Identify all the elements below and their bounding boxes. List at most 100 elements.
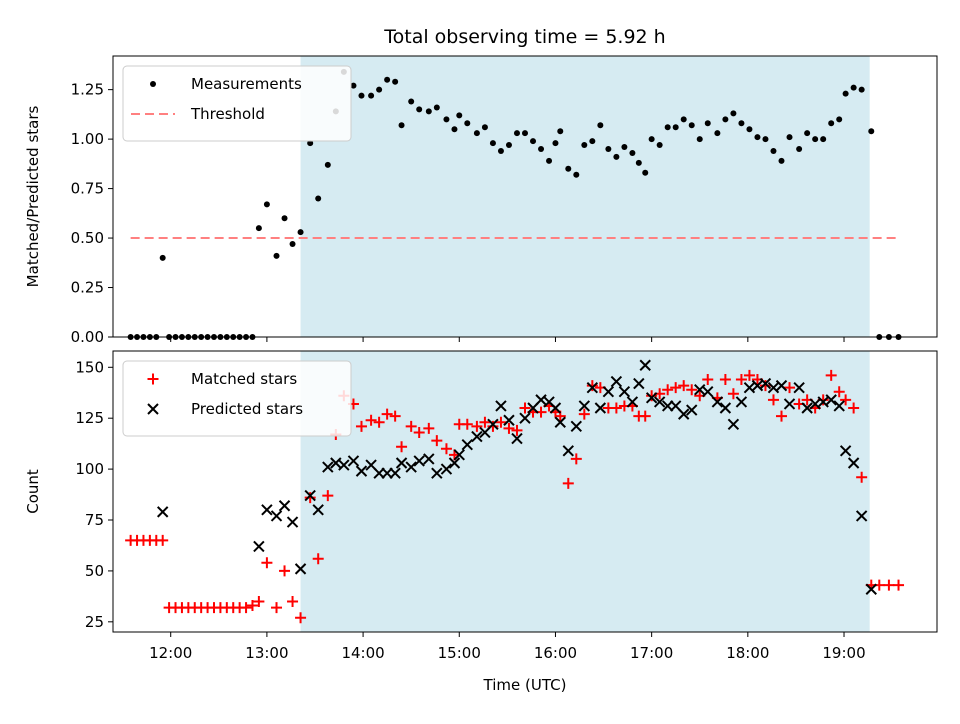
predicted-star-point [610, 375, 623, 388]
matched-star-point [389, 410, 401, 422]
measurement-point [664, 124, 671, 131]
y-tick-label: 100 [75, 460, 104, 478]
observing-window-band [300, 351, 870, 632]
predicted-star-point [423, 453, 435, 465]
measurement-point [530, 138, 537, 145]
measurement-point [546, 157, 553, 164]
legend-marker-measurements [150, 81, 156, 87]
measurement-point [722, 116, 729, 123]
measurement-point [828, 120, 835, 127]
predicted-star-point [775, 379, 788, 392]
predicted-star-point [570, 420, 583, 433]
measurement-point [778, 157, 785, 164]
predicted-star-point [431, 467, 443, 479]
predicted-star-point [735, 396, 748, 408]
measurement-point [680, 116, 687, 123]
predicted-star-point [471, 430, 483, 443]
measurement-point [842, 90, 849, 97]
measurement-point [696, 136, 703, 143]
predicted-star-point [719, 402, 732, 414]
legend-marker-matched [147, 373, 159, 385]
measurement-point [820, 136, 827, 143]
legend-label: Matched stars [191, 370, 297, 388]
measurement-point [273, 252, 280, 259]
predicted-star-point [639, 359, 651, 371]
measurement-point [605, 146, 612, 153]
predicted-star-point [793, 381, 805, 394]
predicted-star-point [405, 461, 417, 473]
predicted-star-point [461, 438, 473, 451]
matched-star-point [322, 490, 334, 502]
measurement-point [159, 254, 166, 261]
predicted-star-point [833, 400, 845, 412]
predicted-star-point [817, 396, 829, 408]
measurement-point [672, 124, 679, 131]
predicted-star-point [645, 392, 658, 404]
legend: Matched stars Predicted stars [122, 360, 352, 437]
matched-star-point [670, 382, 682, 394]
measurement-point [263, 201, 270, 208]
count-panel: 25 50 75 100 125 150 12:00 13:00 14:00 15:00 16:00… [24, 350, 938, 662]
measurement-point [464, 120, 471, 127]
matched-star-point [304, 492, 316, 504]
measurement-point [281, 215, 288, 222]
predicted-star-point [270, 510, 283, 522]
matched-star-point [405, 420, 417, 432]
measurement-point [522, 130, 528, 137]
measurement-point [648, 136, 655, 143]
x-tick-label: 15:00 [438, 644, 481, 662]
predicted-star-point [330, 457, 342, 469]
measurement-point [786, 134, 793, 141]
measurement-point [307, 140, 314, 147]
matched-star-point [719, 374, 731, 386]
measurement-point [398, 122, 405, 129]
measurement-point [451, 126, 458, 133]
matched-star-point [883, 579, 895, 591]
matched-star-point [848, 402, 860, 414]
matched-star-point [727, 388, 739, 400]
measurement-point [714, 130, 721, 137]
measurement-point [384, 76, 391, 83]
matched-star-point [578, 408, 590, 420]
predicted-star-point [448, 457, 461, 469]
matched-star-point [893, 579, 905, 591]
matched-star-point [461, 418, 473, 430]
matched-star-point [767, 394, 779, 406]
predicted-star-point [839, 445, 852, 457]
predicted-star-point [686, 404, 698, 416]
measurement-point [358, 92, 365, 99]
measurement-point [481, 124, 488, 131]
predicted-star-point [767, 381, 780, 394]
predicted-star-point [312, 504, 324, 516]
measurement-point [505, 142, 512, 149]
measurement-point [565, 165, 572, 172]
matched-star-point [825, 369, 837, 381]
chart-title: Total observing time = 5.92 h [383, 26, 665, 48]
predicted-star-point [562, 445, 574, 457]
measurement-point [473, 130, 480, 137]
matched-star-point [440, 443, 452, 455]
measurement-point [796, 146, 803, 153]
measurement-point [433, 104, 440, 111]
measurement-point [642, 169, 649, 176]
predicted-star-point [702, 386, 714, 398]
legend-label: Measurements [191, 75, 302, 93]
predicted-star-point [618, 386, 631, 398]
predicted-star-point [578, 400, 591, 412]
y-tick-label: 50 [85, 562, 104, 580]
predicted-star-point [503, 414, 515, 426]
predicted-star-point [389, 467, 401, 479]
predicted-star-point [519, 412, 531, 424]
y-tick-label: 75 [85, 511, 104, 529]
matched-star-point [365, 414, 377, 426]
predicted-star-point [847, 457, 860, 469]
x-tick-label: 16:00 [534, 644, 577, 662]
predicted-star-point [809, 398, 821, 410]
x-axis-label: Time (UTC) [483, 676, 567, 694]
matched-star-point [519, 402, 531, 414]
measurement-point [368, 92, 375, 99]
predicted-star-point [322, 461, 334, 473]
matched-star-point [743, 369, 755, 381]
x-tick-label: 17:00 [630, 644, 673, 662]
plot-frame [112, 55, 938, 338]
